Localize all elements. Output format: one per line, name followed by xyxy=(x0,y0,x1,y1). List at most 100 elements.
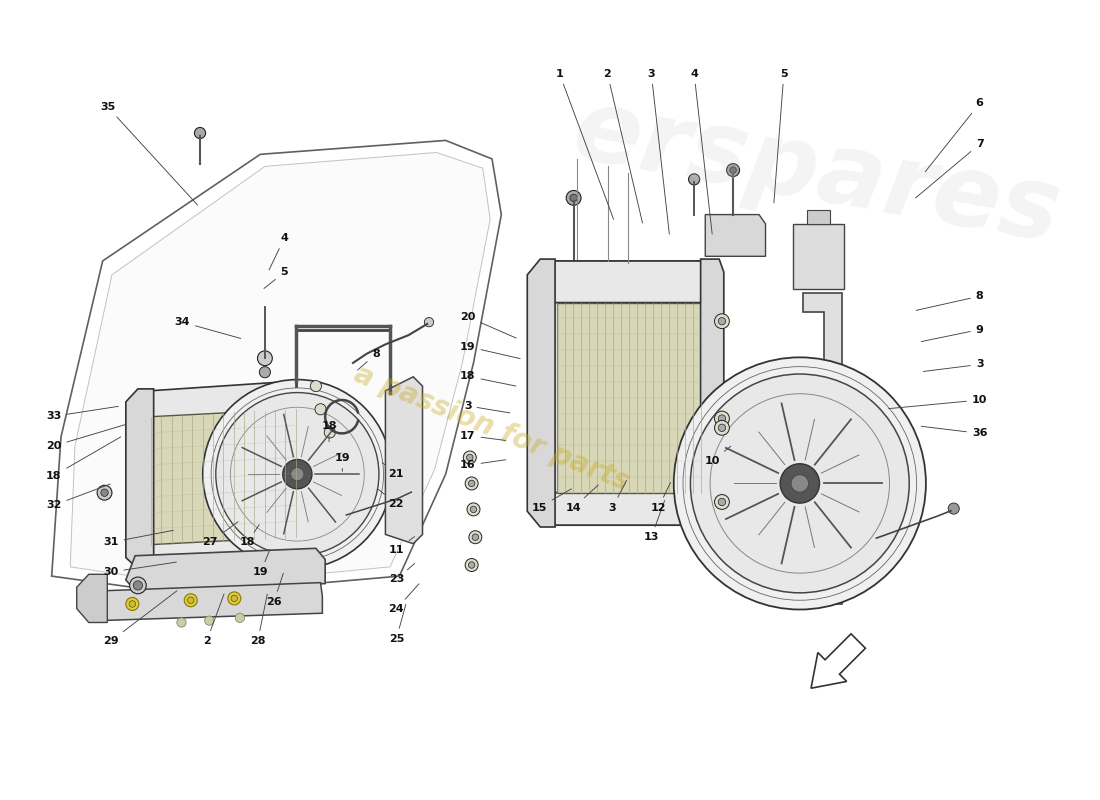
Circle shape xyxy=(133,581,143,590)
Circle shape xyxy=(471,506,476,513)
Polygon shape xyxy=(807,210,830,224)
Circle shape xyxy=(718,498,726,506)
Text: 18: 18 xyxy=(240,525,260,547)
Text: 5: 5 xyxy=(264,267,288,289)
Circle shape xyxy=(715,420,729,435)
Circle shape xyxy=(689,174,700,185)
Polygon shape xyxy=(125,548,326,591)
Circle shape xyxy=(727,163,739,177)
Circle shape xyxy=(310,381,321,392)
Circle shape xyxy=(718,424,726,431)
Circle shape xyxy=(185,594,197,606)
Text: a passion for parts: a passion for parts xyxy=(350,360,634,496)
Polygon shape xyxy=(701,259,724,527)
Text: 25: 25 xyxy=(388,605,406,644)
Text: 1: 1 xyxy=(556,69,614,219)
Circle shape xyxy=(315,404,326,415)
Polygon shape xyxy=(385,377,422,544)
Circle shape xyxy=(324,427,336,438)
Circle shape xyxy=(463,451,476,464)
Polygon shape xyxy=(151,410,296,545)
Polygon shape xyxy=(125,389,154,569)
Text: 7: 7 xyxy=(915,139,983,198)
Circle shape xyxy=(465,477,478,490)
Text: 28: 28 xyxy=(250,594,267,646)
Polygon shape xyxy=(70,153,491,586)
Text: 10: 10 xyxy=(705,446,730,466)
Text: 9: 9 xyxy=(921,325,983,342)
Circle shape xyxy=(466,454,473,461)
Text: 23: 23 xyxy=(388,563,415,585)
Circle shape xyxy=(195,127,206,138)
Circle shape xyxy=(260,366,271,378)
Circle shape xyxy=(235,614,244,622)
Text: 10: 10 xyxy=(889,395,988,409)
Text: 19: 19 xyxy=(334,453,350,471)
Text: 30: 30 xyxy=(103,562,176,577)
Polygon shape xyxy=(142,530,297,567)
Polygon shape xyxy=(705,214,766,256)
Text: 14: 14 xyxy=(566,485,598,513)
Circle shape xyxy=(216,393,378,556)
Text: 21: 21 xyxy=(382,462,404,479)
Text: 17: 17 xyxy=(460,430,506,441)
Text: 4: 4 xyxy=(270,234,288,270)
Circle shape xyxy=(718,318,726,325)
Circle shape xyxy=(469,480,475,486)
Text: 3: 3 xyxy=(923,359,983,371)
Circle shape xyxy=(469,562,475,568)
Circle shape xyxy=(177,618,186,627)
Text: 18: 18 xyxy=(321,421,337,442)
Text: 6: 6 xyxy=(925,98,983,172)
Text: 13: 13 xyxy=(644,501,664,542)
Text: 19: 19 xyxy=(460,342,520,358)
Text: 35: 35 xyxy=(100,102,198,205)
Polygon shape xyxy=(793,224,845,289)
Circle shape xyxy=(129,601,135,607)
Text: 8: 8 xyxy=(916,291,983,310)
Circle shape xyxy=(715,411,729,426)
Text: erspares: erspares xyxy=(565,82,1067,263)
Text: 33: 33 xyxy=(46,406,119,422)
Circle shape xyxy=(231,595,238,602)
Circle shape xyxy=(715,494,729,510)
Circle shape xyxy=(409,486,419,495)
Circle shape xyxy=(780,464,820,503)
Circle shape xyxy=(729,167,736,174)
Text: 36: 36 xyxy=(921,426,988,438)
Text: 16: 16 xyxy=(460,460,506,470)
Text: 20: 20 xyxy=(460,312,516,338)
Circle shape xyxy=(472,534,478,541)
Circle shape xyxy=(130,577,146,594)
Text: 3: 3 xyxy=(608,480,627,513)
Circle shape xyxy=(691,374,910,593)
Circle shape xyxy=(425,318,433,326)
Text: 3: 3 xyxy=(648,69,670,234)
Circle shape xyxy=(283,459,312,489)
Text: 31: 31 xyxy=(103,530,174,547)
Text: 19: 19 xyxy=(253,550,270,577)
Circle shape xyxy=(948,503,959,514)
Polygon shape xyxy=(77,574,108,622)
Circle shape xyxy=(791,474,808,492)
Circle shape xyxy=(673,358,926,610)
Circle shape xyxy=(202,380,392,569)
Circle shape xyxy=(101,489,108,497)
Text: 29: 29 xyxy=(103,591,177,646)
Circle shape xyxy=(205,616,213,626)
Polygon shape xyxy=(544,493,705,525)
Text: 2: 2 xyxy=(202,594,224,646)
Circle shape xyxy=(187,597,194,603)
Text: 11: 11 xyxy=(388,537,415,555)
Text: 26: 26 xyxy=(266,574,284,606)
Circle shape xyxy=(715,314,729,329)
Text: 2: 2 xyxy=(604,69,642,223)
Text: 18: 18 xyxy=(460,371,516,386)
Text: 27: 27 xyxy=(202,522,238,547)
Text: 32: 32 xyxy=(46,484,110,510)
Text: 5: 5 xyxy=(774,69,788,203)
Text: 18: 18 xyxy=(46,437,121,481)
Text: 12: 12 xyxy=(651,482,671,513)
Polygon shape xyxy=(527,259,556,527)
Polygon shape xyxy=(803,294,843,604)
